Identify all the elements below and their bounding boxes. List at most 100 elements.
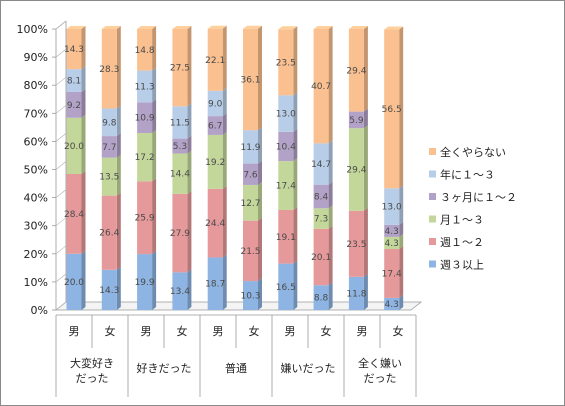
bar-segment <box>172 106 188 139</box>
bar-segment-side <box>328 26 333 144</box>
bar-segment <box>384 297 400 310</box>
bar-top-face <box>137 26 157 29</box>
y-tick-depth <box>55 105 67 114</box>
bar-segment-side <box>152 67 157 103</box>
bar-segment-side <box>328 282 333 310</box>
bar-segment <box>172 29 188 107</box>
data-label: 4.3 <box>385 227 399 237</box>
bar-segment <box>172 272 188 310</box>
bar-segment <box>66 117 82 174</box>
data-label: 6.7 <box>208 122 222 132</box>
x-group-label: 大変好き <box>70 356 114 370</box>
data-label: 14.3 <box>99 286 119 296</box>
data-label: 5.9 <box>349 116 364 126</box>
bar-segment <box>137 29 153 71</box>
data-label: 27.5 <box>170 64 190 74</box>
bar-segment-side <box>399 221 404 237</box>
bar-segment-side <box>293 92 298 132</box>
bar-segment-side <box>328 205 333 229</box>
data-label: 10.4 <box>276 142 296 152</box>
bar-segment <box>172 193 188 273</box>
y-tick-depth <box>55 189 67 198</box>
bar-segment-side <box>222 25 227 91</box>
bar-segment <box>384 249 400 298</box>
bar-top-face <box>101 26 121 29</box>
bar-segment-side <box>81 114 86 174</box>
bar-segment <box>243 184 258 221</box>
data-label: 21.5 <box>240 247 260 257</box>
bar-segment-side <box>363 26 368 112</box>
legend-label: 月１～３ <box>440 214 484 227</box>
y-tick-depth <box>55 301 67 311</box>
bar-segment-side <box>187 26 192 107</box>
bar-segment <box>384 236 400 250</box>
legend-swatch <box>429 148 436 155</box>
data-label: 7.7 <box>102 143 116 153</box>
bar-segment <box>137 132 153 182</box>
bar-segment-side <box>363 207 368 277</box>
bar-top-face <box>172 26 192 29</box>
bar-segment-side <box>152 178 157 255</box>
bar-segment <box>278 161 294 210</box>
data-label: 7.6 <box>243 170 258 180</box>
y-tick-label: 10% <box>24 276 48 289</box>
bar-segment <box>348 29 364 112</box>
data-label: 13.4 <box>170 287 190 297</box>
data-label: 12.7 <box>240 199 260 209</box>
bar-segment-side <box>222 113 227 135</box>
data-label: 9.0 <box>208 99 223 109</box>
bar-segment <box>313 184 329 209</box>
data-label: 4.3 <box>385 300 399 310</box>
bar-segment <box>137 102 153 133</box>
x-group-label: 全く嫌い <box>358 356 402 370</box>
data-label: 10.3 <box>240 292 260 302</box>
data-label: 16.5 <box>276 283 296 293</box>
data-label: 29.4 <box>346 166 366 176</box>
y-tick-label: 40% <box>24 192 48 205</box>
bar-segment <box>207 90 223 117</box>
y-tick-label: 0% <box>31 304 48 317</box>
bar-segment <box>278 29 294 96</box>
data-label: 9.2 <box>67 101 81 111</box>
x-subcategory-label: 女 <box>249 324 260 338</box>
bar-segment-side <box>187 150 192 194</box>
bar-segment <box>384 224 400 237</box>
bar-segment-side <box>222 131 227 189</box>
bar-segment <box>313 285 329 310</box>
data-label: 8.8 <box>314 294 329 304</box>
data-label: 13.0 <box>276 110 296 120</box>
data-label: 20.0 <box>64 142 84 152</box>
bar-segment-side <box>293 158 298 210</box>
data-label: 14.7 <box>311 160 331 170</box>
legend-label: 週３以上 <box>440 259 484 272</box>
bar-segment-side <box>293 206 298 264</box>
y-tick-label: 80% <box>24 79 48 92</box>
bar-segment-side <box>81 88 86 118</box>
y-tick-label: 20% <box>24 248 48 261</box>
data-label: 5.3 <box>173 142 187 152</box>
data-label: 11.3 <box>135 82 155 92</box>
data-label: 28.3 <box>99 65 119 75</box>
bar-segment-side <box>363 125 368 211</box>
bar-segment-side <box>81 250 86 310</box>
bar-segment-side <box>116 105 121 137</box>
bar-segment <box>172 138 188 154</box>
bar-segment <box>348 276 364 310</box>
y-tick-depth <box>55 217 67 226</box>
bar-segment <box>137 70 153 103</box>
bar-segment <box>243 130 258 164</box>
data-label: 13.5 <box>99 173 119 183</box>
data-label: 26.4 <box>99 229 119 239</box>
bar-segment-side <box>399 246 404 298</box>
bar-segment <box>66 91 82 118</box>
data-label: 20.0 <box>64 278 84 288</box>
data-label: 11.9 <box>240 143 260 153</box>
bars <box>66 25 404 310</box>
bar-segment <box>207 188 223 258</box>
bar-top-face <box>207 25 227 29</box>
x-subcategory-label: 女 <box>321 324 332 338</box>
bar-segment-side <box>399 26 404 189</box>
bar-segment-side <box>363 108 368 129</box>
data-label: 36.1 <box>240 75 260 85</box>
